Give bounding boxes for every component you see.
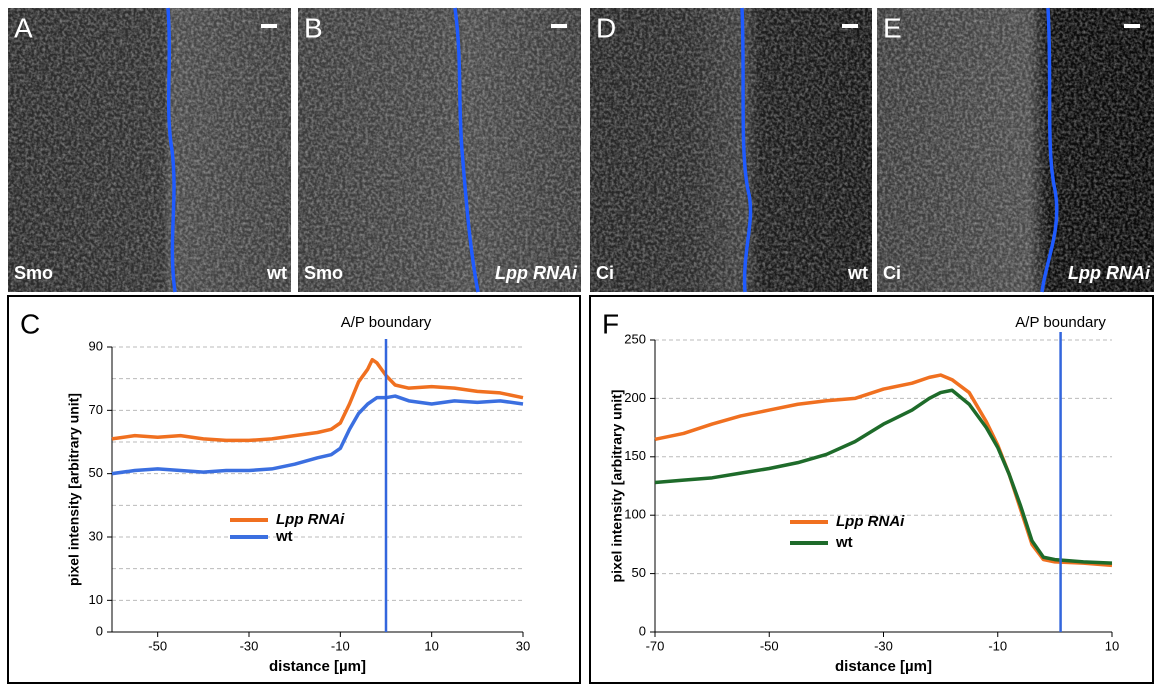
x-tick-label: -10	[331, 638, 350, 653]
panel-frame	[7, 295, 581, 684]
y-tick-label: 70	[89, 402, 103, 417]
y-tick-label: 100	[624, 507, 646, 522]
data-line	[654, 373, 1113, 568]
y-tick-label: 150	[624, 448, 646, 463]
legend-label: wt	[275, 528, 293, 545]
y-tick-label: 90	[89, 338, 103, 353]
boundary-title: A/P boundary	[341, 314, 432, 331]
micrograph-texture	[590, 8, 872, 292]
ap-boundary	[740, 7, 753, 293]
data-line	[111, 357, 524, 443]
panel-frame	[589, 295, 1154, 684]
x-axis-label: distance [µm]	[269, 658, 366, 675]
scale-bar	[261, 24, 277, 28]
stain-label: Ci	[883, 263, 901, 283]
ap-boundary	[453, 7, 480, 293]
panel-letter: F	[602, 308, 619, 339]
data-line	[111, 394, 524, 476]
x-tick-label: -10	[988, 638, 1007, 653]
ap-boundary	[1040, 7, 1059, 293]
ap-boundary	[166, 7, 177, 293]
scale-bar	[551, 24, 567, 28]
x-tick-label: -70	[646, 638, 665, 653]
y-tick-label: 0	[639, 623, 646, 638]
x-tick-label: -30	[240, 638, 259, 653]
y-tick-label: 10	[89, 592, 103, 607]
stain-label: Ci	[596, 263, 614, 283]
stain-label: Smo	[14, 263, 53, 283]
panel-letter: B	[304, 12, 323, 43]
x-tick-label: 10	[1105, 638, 1119, 653]
genotype-label: wt	[847, 263, 868, 283]
genotype-label: Lpp RNAi	[1068, 263, 1151, 283]
legend-label: Lpp RNAi	[276, 511, 345, 528]
y-axis-label: pixel intensity [arbitrary unit]	[609, 390, 625, 583]
x-axis-label: distance [µm]	[835, 658, 932, 675]
micrograph-texture	[877, 8, 1154, 292]
x-tick-label: 10	[424, 638, 438, 653]
legend-label: wt	[835, 534, 853, 551]
micrograph-texture	[8, 8, 291, 292]
legend-label: Lpp RNAi	[836, 513, 905, 530]
panel-letter: A	[14, 12, 33, 43]
y-tick-label: 50	[89, 465, 103, 480]
x-tick-label: -30	[874, 638, 893, 653]
y-tick-label: 250	[624, 331, 646, 346]
x-tick-label: 30	[516, 638, 530, 653]
scale-bar	[1124, 24, 1140, 28]
panel-letter: C	[20, 308, 40, 339]
panel-letter: E	[883, 12, 902, 43]
boundary-title: A/P boundary	[1015, 314, 1106, 331]
genotype-label: Lpp RNAi	[495, 263, 578, 283]
y-tick-label: 0	[96, 623, 103, 638]
micrograph-texture	[298, 8, 581, 292]
x-tick-label: -50	[148, 638, 167, 653]
data-line	[654, 388, 1113, 565]
stain-label: Smo	[304, 263, 343, 283]
genotype-label: wt	[266, 263, 287, 283]
scale-bar	[842, 24, 858, 28]
y-tick-label: 200	[624, 390, 646, 405]
y-tick-label: 30	[89, 528, 103, 543]
y-tick-label: 50	[632, 565, 646, 580]
panel-letter: D	[596, 12, 616, 43]
x-tick-label: -50	[760, 638, 779, 653]
y-axis-label: pixel intensity [arbitrary unit]	[66, 393, 82, 586]
